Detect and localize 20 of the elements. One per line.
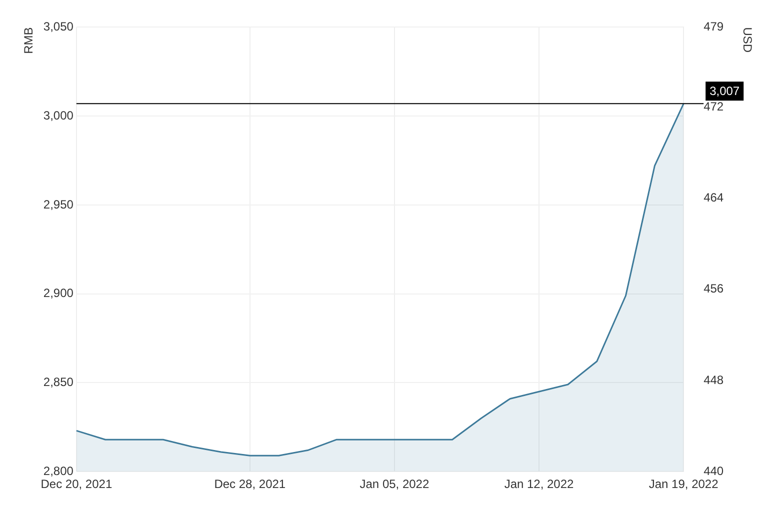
y2-axis-title: USD <box>740 27 754 53</box>
y2-tick-label: 440 <box>704 464 724 478</box>
x-tick-label: Jan 05, 2022 <box>360 477 430 492</box>
y2-tick-label: 464 <box>704 190 724 204</box>
y-tick-label: 2,900 <box>43 286 74 300</box>
y-tick-label: 3,000 <box>43 108 74 122</box>
ref-line-label: 3,007 <box>710 84 740 98</box>
y2-tick-label: 479 <box>704 20 724 34</box>
y-tick-label: 2,850 <box>43 375 74 390</box>
y2-tick-label: 472 <box>704 99 724 114</box>
y2-tick-label: 456 <box>704 282 724 296</box>
x-tick-label: Jan 19, 2022 <box>648 477 719 492</box>
y-tick-label: 3,050 <box>43 20 74 34</box>
x-tick-label: Dec 28, 2021 <box>214 477 286 492</box>
y2-tick-label: 448 <box>704 372 724 387</box>
y-tick-label: 2,800 <box>43 464 74 478</box>
x-tick-label: Dec 20, 2021 <box>40 477 112 492</box>
x-tick-label: Jan 12, 2022 <box>504 477 574 492</box>
y-axis-title: RMB <box>22 27 36 54</box>
y-tick-label: 2,950 <box>43 197 74 212</box>
